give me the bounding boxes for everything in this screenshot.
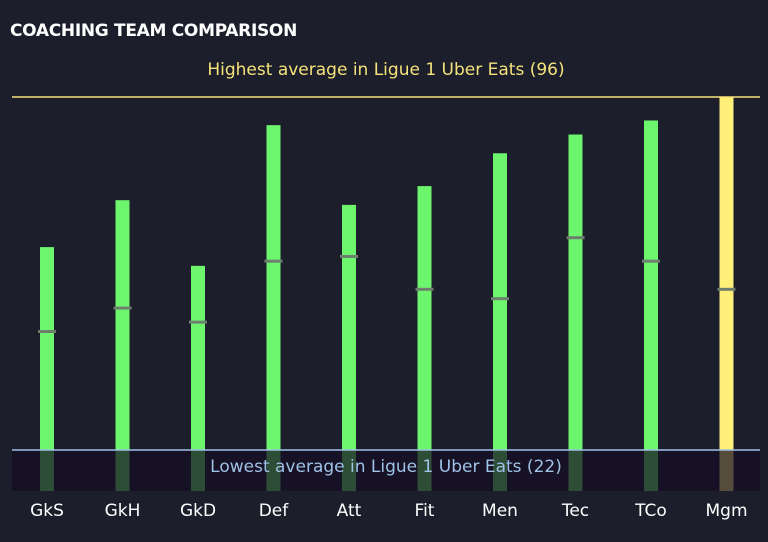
x-axis-ticks: GkS GkH GkD Def Att Fit Men Tec TCo Mgm (30, 501, 747, 521)
tick-label-gkd: GkD (180, 501, 216, 521)
marker-mgm (717, 287, 736, 291)
marker-tco (642, 259, 660, 263)
marker-fit (415, 287, 434, 291)
tick-label-att: Att (337, 501, 362, 521)
marker-gkh (113, 306, 132, 310)
marker-men (491, 297, 509, 301)
marker-gks (38, 330, 56, 334)
low-band (12, 450, 760, 491)
marker-att (340, 254, 358, 258)
tick-label-def: Def (259, 501, 290, 521)
tick-label-mgm: Mgm (705, 501, 747, 521)
tick-label-tec: Tec (561, 501, 589, 521)
overlay-group: Highest average in Ligue 1 Uber Eats (96… (12, 60, 760, 491)
highest-average-label: Highest average in Ligue 1 Uber Eats (96… (207, 60, 564, 80)
bar-mgm (719, 97, 734, 491)
chart-title: COACHING TEAM COMPARISON (10, 21, 297, 41)
bar-att (342, 204, 356, 491)
bars-group (38, 97, 736, 492)
lowest-average-label: Lowest average in Ligue 1 Uber Eats (22) (210, 457, 562, 477)
marker-tec (566, 236, 585, 240)
tick-label-fit: Fit (415, 501, 435, 521)
marker-def (264, 259, 283, 263)
tick-label-tco: TCo (634, 501, 667, 521)
marker-gkd (189, 320, 207, 324)
bar-gks (40, 247, 54, 491)
tick-label-men: Men (482, 501, 518, 521)
bar-def (266, 125, 281, 492)
bar-tec (568, 134, 583, 491)
tick-label-gks: GkS (30, 501, 64, 521)
bar-tco (644, 120, 658, 491)
bar-men (493, 153, 507, 492)
tick-label-gkh: GkH (105, 501, 141, 521)
bar-fit (417, 186, 432, 491)
bar-gkh (115, 200, 130, 491)
